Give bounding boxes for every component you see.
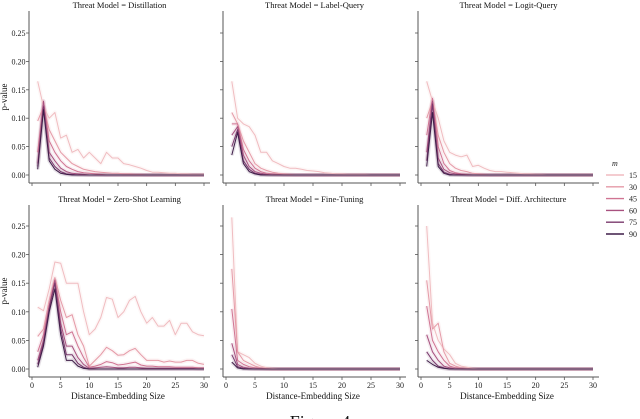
legend-label: 30	[629, 183, 637, 192]
y-tick-label: 0.20	[12, 251, 26, 260]
y-tick-label: 0.25	[12, 222, 26, 231]
x-tick-label: 10	[85, 381, 93, 390]
panel-title: Threat Model = Logit-Query	[459, 0, 558, 10]
x-axis-label: Distance-Embedding Size	[71, 391, 165, 401]
series-line-m15	[37, 81, 204, 175]
legend-label: 75	[629, 218, 637, 227]
confidence-band-m30	[424, 99, 593, 177]
legend: m 15 30 45 60 75 90	[606, 159, 637, 239]
panel-title: Threat Model = Diff. Architecture	[451, 194, 567, 204]
x-tick-label: 10	[280, 381, 288, 390]
y-tick-label: 0.00	[12, 365, 26, 374]
x-tick-label: 30	[396, 381, 404, 390]
x-tick-label: 5	[59, 381, 63, 390]
series-line-m30	[231, 268, 400, 370]
x-tick-label: 30	[589, 381, 597, 390]
series-line-m60	[37, 279, 204, 370]
series-line-m90	[37, 109, 204, 176]
series-line-m45	[231, 308, 400, 370]
series-line-m30	[37, 277, 205, 367]
confidence-band-m15	[229, 217, 400, 371]
x-tick-label: 15	[503, 381, 511, 390]
series-line-m90	[426, 112, 593, 176]
y-tick-label: 0.15	[12, 279, 26, 288]
panel-title: Threat Model = Zero-Shot Learning	[58, 194, 182, 204]
confidence-band-m30	[229, 268, 400, 371]
panel-3: Threat Model = Logit-Query	[415, 0, 599, 186]
confidence-band-m15	[424, 225, 593, 371]
x-tick-label: 10	[474, 381, 482, 390]
x-tick-label: 0	[224, 381, 228, 390]
confidence-band-m45	[231, 121, 400, 177]
series-line-m15	[231, 81, 400, 176]
x-tick-label: 20	[532, 381, 540, 390]
y-tick-label: 0.10	[12, 114, 26, 123]
x-tick-label: 15	[309, 381, 317, 390]
legend-title: m	[612, 159, 618, 168]
series-line-m90	[231, 361, 400, 370]
panel-2: Threat Model = Label-Query	[220, 0, 406, 186]
legend-label: 60	[629, 206, 637, 215]
legend-label: 15	[629, 171, 637, 180]
x-axis-label: Distance-Embedding Size	[266, 391, 360, 401]
series-line-m45	[37, 279, 204, 369]
y-axis-label: p-value	[0, 84, 9, 111]
series-line-m90	[231, 131, 400, 176]
y-tick-label: 0.25	[12, 29, 26, 38]
y-tick-label: 0.05	[12, 336, 26, 345]
panel-4: Threat Model = Zero-Shot Learning 0.00 0.0…	[0, 194, 210, 401]
series-line-m15	[231, 217, 400, 370]
panel-5: Threat Model = Fine-Tuning 0 5 10 15 20 25 30 Di…	[220, 194, 406, 401]
x-tick-label: 20	[143, 381, 151, 390]
legend-item: 15	[606, 171, 637, 180]
x-tick-label: 30	[200, 381, 208, 390]
confidence-band-m15	[424, 80, 593, 177]
series-line-m15	[426, 81, 593, 176]
confidence-band-m15	[229, 80, 400, 177]
x-tick-label: 0	[419, 381, 423, 390]
y-axis-label: p-value	[0, 278, 9, 305]
series-line-m90	[37, 288, 204, 370]
x-tick-label: 20	[338, 381, 346, 390]
x-axis-label: Distance-Embedding Size	[460, 391, 554, 401]
legend-item: 60	[606, 206, 637, 215]
y-tick-label: 0.00	[12, 171, 26, 180]
panel-title: Threat Model = Distillation	[73, 0, 168, 10]
x-tick-label: 25	[171, 381, 179, 390]
confidence-band-m45	[229, 308, 400, 371]
series-line-m90	[426, 359, 593, 370]
legend-label: 45	[629, 195, 637, 204]
legend-item: 30	[606, 183, 637, 192]
panel-6: Threat Model = Diff. Architecture 0 5 10 15 2…	[415, 194, 599, 401]
legend-item: 75	[606, 218, 637, 227]
x-tick-label: 25	[367, 381, 375, 390]
x-tick-label: 15	[114, 381, 122, 390]
panel-title: Threat Model = Label-Query	[265, 0, 365, 10]
figure-caption: Figure 4	[290, 412, 351, 419]
x-tick-label: 0	[30, 381, 34, 390]
y-tick-label: 0.10	[12, 308, 26, 317]
panel-title: Threat Model = Fine-Tuning	[266, 194, 364, 204]
y-tick-label: 0.20	[12, 57, 26, 66]
panel-1: Threat Model = Distillation 0.00 0.05 0.10 0…	[0, 0, 210, 186]
legend-item: 45	[606, 195, 637, 204]
legend-label: 90	[629, 230, 637, 239]
x-tick-label: 5	[253, 381, 257, 390]
x-tick-label: 25	[560, 381, 568, 390]
legend-item: 90	[606, 230, 637, 239]
series-line-m15	[37, 261, 205, 337]
y-tick-label: 0.05	[12, 143, 26, 152]
series-line-m15	[426, 225, 593, 370]
y-tick-label: 0.15	[12, 86, 26, 95]
x-tick-label: 5	[448, 381, 452, 390]
